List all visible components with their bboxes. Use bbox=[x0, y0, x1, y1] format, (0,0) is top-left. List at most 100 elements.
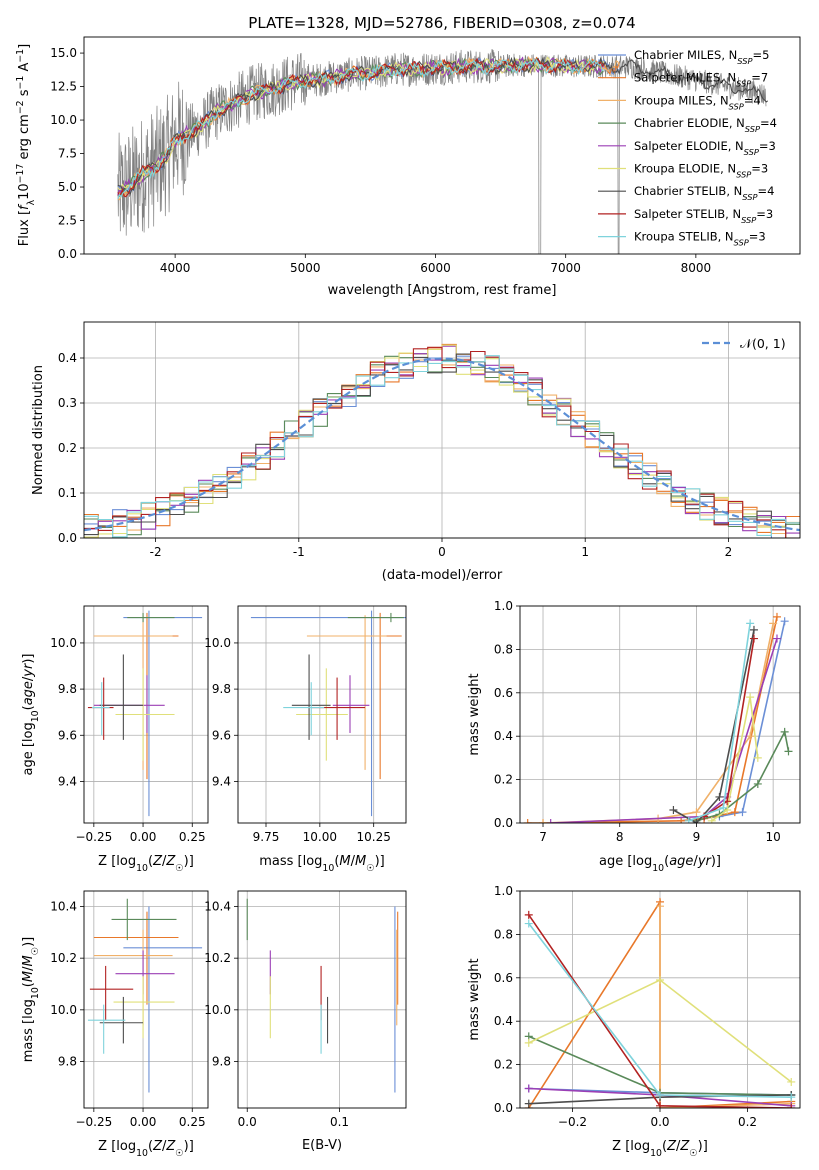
label-part: −1 bbox=[15, 49, 26, 63]
gaussian-curve bbox=[84, 357, 800, 532]
y-axis-label: Normed distribution bbox=[31, 365, 46, 495]
weight-point bbox=[684, 816, 693, 823]
weight-point bbox=[753, 753, 762, 762]
y-tick-label: 10.0 bbox=[50, 113, 77, 127]
x-axis-label: mass [log10(M/M☉)] bbox=[259, 854, 385, 874]
label-part: ( bbox=[664, 854, 669, 869]
x-tick-label: 5000 bbox=[290, 261, 321, 275]
weight-point bbox=[656, 1090, 664, 1099]
y-tick-label: 12.5 bbox=[50, 80, 77, 94]
weight-point bbox=[715, 792, 724, 801]
y-tick-label: 9.8 bbox=[58, 682, 77, 696]
spectrum-model-line bbox=[117, 56, 769, 195]
label-part: ☉ bbox=[689, 1148, 697, 1159]
y-tick-label: 9.4 bbox=[58, 774, 77, 788]
weight-point bbox=[753, 779, 762, 788]
x-axis-label: Z [log10(Z/Z☉)] bbox=[98, 1139, 194, 1159]
label-part: age bbox=[21, 681, 36, 705]
plot-area bbox=[523, 612, 793, 823]
label-part: )] bbox=[184, 1139, 194, 1154]
histogram-series bbox=[84, 355, 800, 538]
label-part: SSP bbox=[741, 215, 756, 225]
spectrum-model-line bbox=[117, 57, 604, 199]
y-tick-label: 0.1 bbox=[58, 486, 77, 500]
y-tick-label: 0.4 bbox=[58, 351, 77, 365]
label-part: Salpeter ELODIE, N bbox=[634, 139, 744, 153]
legend-label: Salpeter ELODIE, NSSP=3 bbox=[634, 139, 776, 157]
x-axis-label: Z [log10(Z/Z☉)] bbox=[612, 1139, 708, 1159]
label-part: )] bbox=[698, 1139, 708, 1154]
x-tick-label: −0.2 bbox=[558, 1115, 587, 1129]
weight-point bbox=[692, 819, 701, 823]
y-tick-label: 0.8 bbox=[494, 927, 513, 941]
label-part: age bbox=[669, 854, 693, 869]
spectrum-model-line bbox=[117, 57, 605, 198]
label-part: ( bbox=[662, 1139, 667, 1154]
label-part: )] bbox=[21, 937, 36, 947]
label-part: 10 bbox=[322, 863, 334, 874]
label-part: Chabrier STELIB, N bbox=[634, 184, 742, 198]
x-tick-label: 8000 bbox=[681, 261, 712, 275]
label-part: M bbox=[355, 854, 366, 869]
label-part: / bbox=[162, 1139, 167, 1154]
plot-area bbox=[250, 610, 406, 817]
label-part: −2 bbox=[15, 100, 26, 114]
legend-label: Kroupa ELODIE, NSSP=3 bbox=[634, 162, 768, 180]
legend-label: Chabrier STELIB, NSSP=4 bbox=[634, 184, 774, 202]
y-tick-label: 0.6 bbox=[494, 971, 513, 985]
axes-frame bbox=[237, 605, 407, 824]
label-part: ☉ bbox=[175, 1148, 183, 1159]
weight-line bbox=[711, 696, 759, 822]
label-part: 10 bbox=[17, 183, 32, 200]
plot-area bbox=[246, 898, 399, 1093]
axes-frame bbox=[519, 890, 801, 1109]
label-part: Chabrier MILES, N bbox=[634, 48, 737, 62]
legend-label: Chabrier MILES, NSSP=5 bbox=[634, 48, 769, 66]
label-part: / bbox=[676, 1139, 681, 1154]
label-part: ] bbox=[17, 44, 32, 49]
x-tick-label: 10 bbox=[766, 830, 781, 844]
x-tick-label: 0.1 bbox=[330, 1115, 349, 1129]
x-tick-label: 0.25 bbox=[179, 1115, 206, 1129]
grid bbox=[238, 606, 406, 823]
axes-frame bbox=[237, 890, 407, 1109]
label-part: mass [log bbox=[259, 854, 322, 869]
y-tick-label: 0.0 bbox=[494, 816, 513, 830]
label-part: / bbox=[21, 676, 36, 681]
y-tick-label: 10.2 bbox=[50, 951, 77, 965]
grid bbox=[238, 891, 406, 1108]
y-tick-label: 0.6 bbox=[494, 686, 513, 700]
y-tick-label: 0.0 bbox=[58, 247, 77, 261]
y-axis-label: age [log10(age/yr)] bbox=[21, 653, 41, 775]
weight-point bbox=[524, 910, 533, 919]
axes-frame bbox=[83, 36, 801, 255]
label-part: )] bbox=[375, 854, 385, 869]
label-part: Kroupa ELODIE, N bbox=[634, 162, 736, 176]
ticks: −0.2 0.0 0.2 0.0 0.2 0.4 0.6 0.8 1.0 bbox=[494, 884, 757, 1129]
label-part: Z bbox=[165, 1139, 176, 1154]
label-part: Z [log bbox=[612, 1139, 650, 1154]
weight-point bbox=[539, 819, 548, 823]
label-part: −17 bbox=[15, 164, 26, 184]
x-tick-label: 0.00 bbox=[130, 830, 157, 844]
label-part: 10 bbox=[652, 863, 664, 874]
weight-point bbox=[656, 975, 664, 984]
y-tick-label: 10.4 bbox=[204, 900, 231, 914]
label-part: 10 bbox=[30, 710, 41, 722]
label-part: Z bbox=[152, 1139, 163, 1154]
plot-area bbox=[524, 897, 796, 1108]
weight-point bbox=[769, 619, 778, 628]
label-part: 10 bbox=[136, 863, 148, 874]
x-tick-label: 9.75 bbox=[253, 830, 280, 844]
weight-point bbox=[524, 1084, 533, 1093]
plot-area bbox=[87, 610, 203, 817]
ticks: −0.25 0.00 0.25 9.4 9.6 9.8 10.0 bbox=[50, 636, 205, 844]
y-tick-label: 10.4 bbox=[50, 900, 77, 914]
weight-line bbox=[659, 906, 792, 1108]
y-tick-label: 9.8 bbox=[212, 1055, 231, 1069]
panel-spectrum: 4000 5000 6000 7000 8000 0.0 2.5 5.0 7.5 10.0 12.5… bbox=[15, 36, 801, 298]
y-tick-label: 0.2 bbox=[494, 773, 513, 787]
y-tick-label: 0.3 bbox=[58, 396, 77, 410]
